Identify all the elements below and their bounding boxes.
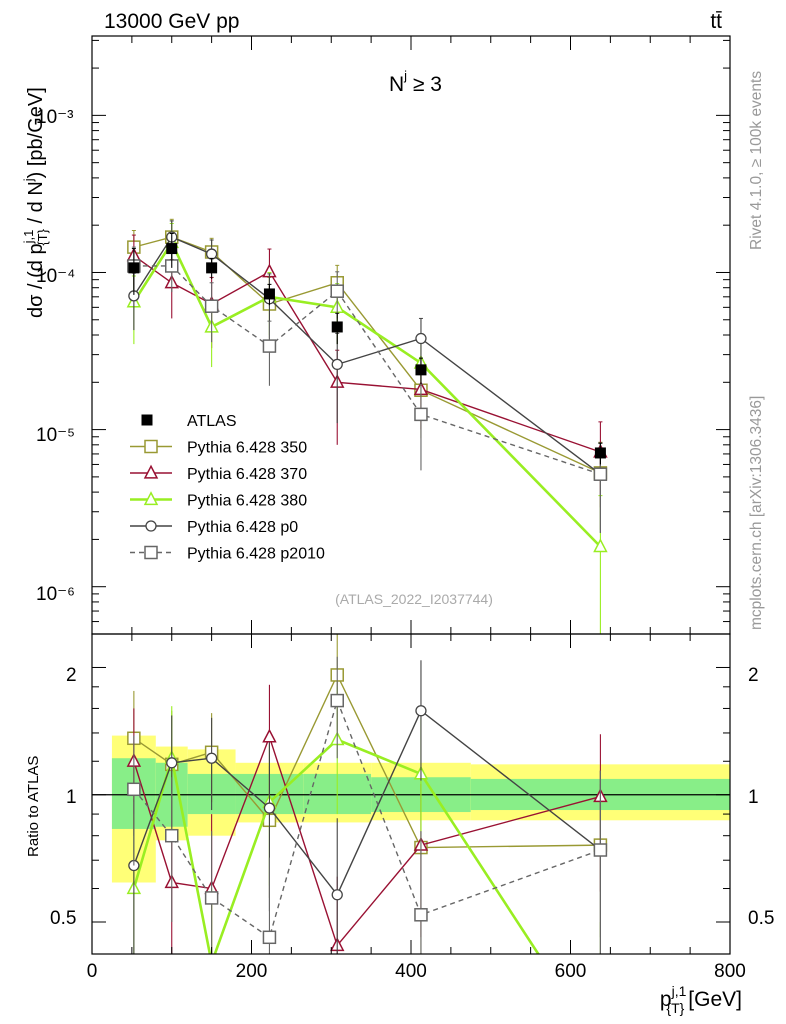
legend-label: Pythia 6.428 380 xyxy=(187,493,307,510)
series-pythia-6-428-350 xyxy=(127,218,608,530)
x-tick-label-200: 200 xyxy=(236,961,268,982)
legend-label: Pythia 6.428 p0 xyxy=(187,519,298,536)
rivet-version-label: Rivet 4.1.0, ≥ 100k events xyxy=(748,71,765,250)
data-point xyxy=(262,339,277,353)
ratio-plot-series xyxy=(126,634,608,968)
data-point xyxy=(128,262,140,274)
main-plot-series xyxy=(126,218,608,634)
ratio-point xyxy=(127,782,141,797)
data-point xyxy=(594,447,606,459)
legend-marker xyxy=(141,414,153,426)
x-tick-label-600: 600 xyxy=(555,961,587,982)
x-tick-label-400: 400 xyxy=(395,961,427,982)
ratio-point xyxy=(593,843,608,857)
x-tick-label-800: 800 xyxy=(714,961,746,982)
ratio-point xyxy=(206,956,218,968)
ratio-point xyxy=(414,908,428,922)
legend-entry-pythia-6-428-350: Pythia 6.428 350 xyxy=(130,440,307,457)
main-tick-label-1e-5: 10⁻⁵ xyxy=(36,425,75,446)
process-label: 13000 GeV pp xyxy=(104,10,239,33)
main-plot-frame xyxy=(91,35,731,635)
x-tick-label-0: 0 xyxy=(87,961,98,982)
data-point xyxy=(206,262,218,274)
ratio-point xyxy=(166,757,178,769)
ratio-point xyxy=(330,693,344,708)
data-point xyxy=(593,538,608,553)
legend-label: ATLAS xyxy=(187,413,237,430)
legend-label: Pythia 6.428 350 xyxy=(187,440,307,457)
ratio-tick-label-2-right: 2 xyxy=(748,665,759,686)
legend-marker xyxy=(144,439,158,454)
x-axis-label: pj,1 {T} [GeV] xyxy=(660,983,742,1016)
main-tick-label-1e-4: 10⁻⁴ xyxy=(36,266,75,287)
legend-marker xyxy=(143,464,159,479)
main-tick-label-1e-3: 10⁻³ xyxy=(36,107,74,128)
legend-entry-pythia-6-428-370: Pythia 6.428 370 xyxy=(130,464,307,483)
data-point xyxy=(263,288,275,300)
legend-marker xyxy=(144,545,158,560)
main-tick-label-1e-6: 10⁻⁶ xyxy=(36,584,75,605)
ratio-point xyxy=(415,705,427,717)
legend-entry-pythia-6-428-p0: Pythia 6.428 p0 xyxy=(130,519,298,536)
data-point xyxy=(414,407,428,422)
analysis-id-label: (ATLAS_2022_I2037744) xyxy=(335,591,493,607)
ratio-tick-label-1-left: 1 xyxy=(66,787,77,808)
data-point xyxy=(204,299,219,313)
ratio-point xyxy=(204,891,219,905)
data-point xyxy=(330,284,344,298)
ratio-point xyxy=(262,930,277,945)
data-point xyxy=(593,467,608,481)
data-point xyxy=(415,332,427,345)
series-pythia-6-428-p2010 xyxy=(127,246,608,533)
ratio-tick-label-2-left: 2 xyxy=(66,665,77,686)
legend: ATLAS Pythia 6.428 350 Pythia 6.428 370 Pyt… xyxy=(130,413,325,563)
ratio-point xyxy=(331,889,343,901)
data-point xyxy=(205,248,218,260)
legend-label: Pythia 6.428 p2010 xyxy=(187,546,325,563)
ratio-y-axis-label: Ratio to ATLAS xyxy=(25,756,42,857)
legend-entry-pythia-6-428-380: Pythia 6.428 380 xyxy=(130,491,307,510)
main-y-axis-label: dσ / (d pj,1{T} / d Nj) [pb/GeV] xyxy=(21,87,50,318)
ratio-tick-label-0.5-right: 0.5 xyxy=(748,908,774,929)
data-point xyxy=(166,243,178,255)
ratio-point xyxy=(262,728,277,743)
ratio-tick-label-0.5-left: 0.5 xyxy=(50,908,76,929)
data-point xyxy=(331,358,343,371)
ratio-point xyxy=(263,802,276,814)
legend-marker xyxy=(145,520,157,532)
data-point xyxy=(331,321,343,333)
final-state-label: tt̄ xyxy=(710,10,722,33)
ratio-tick-label-1-right: 1 xyxy=(748,787,759,808)
axis-ticks xyxy=(91,36,731,954)
legend-entry-atlas: ATLAS xyxy=(141,413,237,430)
series-atlas xyxy=(128,233,606,465)
data-point xyxy=(415,364,427,376)
legend-marker xyxy=(143,491,159,506)
series-pythia-6-428-p0 xyxy=(128,220,607,533)
mcplots-label: mcplots.cern.ch [arXiv:1306.3436] xyxy=(748,396,765,630)
ratio-point xyxy=(205,752,218,764)
ratio-uncertainty-bands xyxy=(92,735,730,883)
legend-entry-pythia-6-428-p2010: Pythia 6.428 p2010 xyxy=(130,546,325,563)
legend-label: Pythia 6.428 370 xyxy=(187,466,307,483)
ratio-point xyxy=(165,828,179,843)
channel-label: Nj ≥ 3 xyxy=(389,68,442,96)
ratio-series-pythia-6-428-p2010 xyxy=(127,656,608,954)
